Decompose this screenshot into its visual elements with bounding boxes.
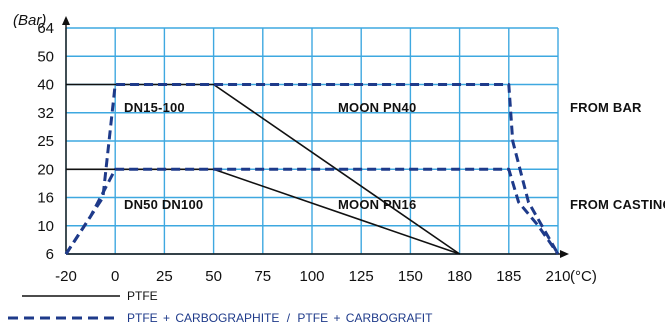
annotation-from-casting: FROM CASTING [570, 197, 665, 212]
y-tick-label: 16 [37, 190, 54, 207]
legend: PTFE PTFE + CARBOGRAPHITE / PTFE + CARBO… [8, 289, 433, 325]
x-unit-label: (°C) [570, 268, 597, 285]
y-tick-label: 50 [37, 48, 54, 65]
x-tick-label: 75 [254, 268, 271, 285]
y-tick-label: 32 [37, 105, 54, 122]
legend-carbo-carbografit: CARBOGRAFIT [346, 311, 433, 325]
y-tick-label: 10 [37, 218, 54, 235]
y-tick-label: 64 [37, 20, 54, 37]
annotation-dn50-dn100: DN50 DN100 [124, 197, 203, 212]
y-unit-label: (Bar) [13, 12, 46, 29]
annotation-dn15-100: DN15-100 [124, 100, 185, 115]
tick-labels: -20 0 25 50 75 100 125 150 180 185 210 6 10 16 20 25 32 4… [37, 20, 570, 285]
x-tick-label: 50 [205, 268, 222, 285]
legend-carbo-separator: / [287, 311, 291, 325]
x-tick-label: 125 [349, 268, 374, 285]
legend-carbo-label: PTFE + CARBOGRAPHITE / PTFE + CARBOGRAFI… [127, 311, 433, 325]
legend-carbo-plus-2: + [333, 311, 340, 325]
y-tick-label: 6 [46, 246, 54, 263]
x-tick-label: 185 [496, 268, 521, 285]
legend-ptfe-label: PTFE [127, 289, 158, 303]
legend-carbo-ptfe-2: PTFE [297, 311, 328, 325]
x-tick-label: -20 [55, 268, 77, 285]
series [64, 83, 560, 255]
axes [62, 16, 569, 258]
y-tick-label: 25 [37, 133, 54, 150]
series-ptfe-line [66, 83, 461, 255]
annotation-moon-pn16: MOON PN16 [338, 197, 416, 212]
x-tick-label: 25 [156, 268, 173, 285]
x-tick-label: 100 [299, 268, 324, 285]
x-tick-label: 150 [398, 268, 423, 285]
legend-carbo-ptfe-1: PTFE [127, 311, 158, 325]
y-tick-label: 40 [37, 77, 54, 94]
series-ptfe-carbographite-line [64, 83, 560, 255]
x-tick-label: 180 [447, 268, 472, 285]
x-tick-label: 0 [111, 268, 119, 285]
x-tick-label: 210 [545, 268, 570, 285]
legend-carbo-carbographite: CARBOGRAPHITE [175, 311, 279, 325]
series-ptfe-carbographite-line [64, 167, 560, 255]
y-tick-label: 20 [37, 161, 54, 178]
x-axis-arrow [560, 250, 569, 258]
legend-carbo-plus-1: + [163, 311, 170, 325]
y-axis-arrow [62, 16, 70, 25]
annotation-from-bar: FROM BAR [570, 100, 642, 115]
annotation-moon-pn40: MOON PN40 [338, 100, 416, 115]
